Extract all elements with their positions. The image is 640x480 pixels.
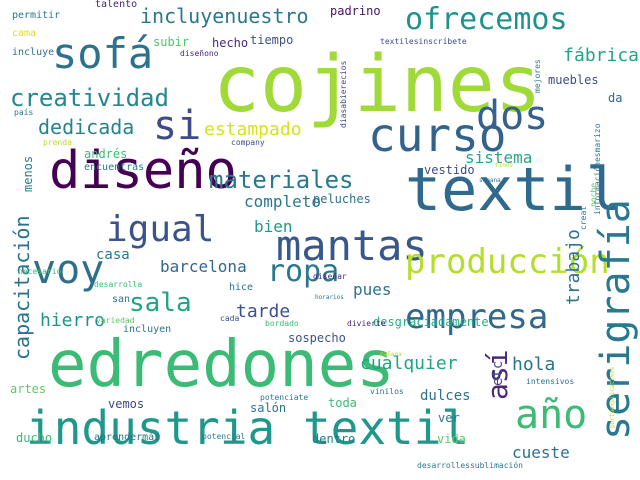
cloud-word: semana <box>479 177 501 184</box>
cloud-word: cojines <box>213 40 542 130</box>
cloud-word: cualquier <box>360 353 458 374</box>
cloud-word: diseñar <box>313 272 347 281</box>
cloud-word: portaexplicativos <box>609 366 616 428</box>
cloud-word: aprendermás <box>94 432 161 443</box>
cloud-word: estampado <box>204 119 302 140</box>
cloud-word: hecho <box>212 36 249 50</box>
cloud-word: potenciate <box>260 393 309 402</box>
cloud-word: incluye <box>12 47 55 58</box>
cloud-word: creatividad <box>10 84 169 112</box>
cloud-word: cama <box>12 28 37 39</box>
cloud-word: etc <box>490 360 506 386</box>
cloud-word: sala <box>129 288 192 318</box>
cloud-word: industria textil <box>26 401 470 455</box>
cloud-word: diseño <box>49 141 237 201</box>
cloud-word: textilesinscríbete <box>380 37 467 46</box>
cloud-word: ver <box>438 411 460 425</box>
cloud-word: igual <box>106 209 215 250</box>
cloud-word: company <box>231 138 265 147</box>
cloud-word: fábrica <box>563 45 639 66</box>
cloud-word: dedicada <box>38 115 135 139</box>
cloud-word: casa <box>96 247 130 263</box>
cloud-word: mejores <box>533 59 542 93</box>
cloud-word: subir <box>153 35 190 49</box>
cloud-word: si <box>153 103 202 149</box>
cloud-word: peluches <box>313 192 371 206</box>
cloud-word: menos <box>21 155 35 192</box>
cloud-word: edredones <box>48 328 395 402</box>
cloud-word: textil <box>405 155 622 225</box>
cloud-word: salón <box>250 401 287 415</box>
cloud-word: pues <box>353 280 392 299</box>
cloud-word: hice <box>229 282 254 293</box>
cloud-word: tarde <box>236 301 291 322</box>
cloud-word: diasabierecios <box>339 60 348 128</box>
cloud-word: sofá <box>52 29 154 78</box>
cloud-word: incluyenuestro <box>140 4 309 28</box>
cloud-word: materiales <box>209 166 354 194</box>
cloud-word: bien <box>254 217 293 236</box>
cloud-word: noche <box>589 182 598 207</box>
cloud-word: vemos <box>108 397 145 411</box>
cloud-word: tiempo <box>250 33 294 47</box>
cloud-word: artes <box>10 382 47 396</box>
cloud-word: intensivos <box>526 377 575 386</box>
cloud-word: cada <box>220 314 240 323</box>
cloud-word: hierro <box>40 310 106 331</box>
cloud-word: dos <box>476 93 549 139</box>
cloud-word: vinilos <box>370 387 404 396</box>
cloud-word: necesario <box>18 267 62 276</box>
cloud-word: bordado <box>265 319 299 328</box>
cloud-word: sistema <box>465 148 533 167</box>
cloud-word: completo <box>244 192 322 211</box>
cloud-word: trabajo <box>563 229 584 305</box>
cloud-word: mañana <box>380 351 402 358</box>
cloud-word: dentro <box>312 432 356 446</box>
cloud-word: hola <box>512 354 556 375</box>
cloud-word: talento <box>95 0 138 10</box>
cloud-word: sospecho <box>288 331 346 345</box>
cloud-word: año <box>515 392 588 438</box>
cloud-word: divierte <box>347 319 386 328</box>
cloud-word: incluyen <box>123 324 172 335</box>
cloud-word: desarrollessublimación <box>417 461 523 470</box>
cloud-word: mantas <box>276 221 428 270</box>
cloud-word: ofrecemos <box>405 2 568 37</box>
cloud-word: voy <box>32 247 105 293</box>
cloud-word: desarrolla <box>94 280 143 289</box>
cloud-word: barcelona <box>160 257 247 276</box>
cloud-word: producción <box>405 242 610 282</box>
cloud-word: diseñono <box>180 49 219 58</box>
cloud-word: curso <box>368 108 507 162</box>
cloud-word: fines <box>495 162 514 169</box>
cloud-word: muebles <box>548 73 599 87</box>
cloud-word: serigrafía <box>593 199 639 440</box>
cloud-word: dulces <box>420 388 471 404</box>
cloud-word: permitir <box>12 10 61 21</box>
cloud-word: empresa <box>405 297 549 337</box>
cloud-word: padrino <box>330 4 381 18</box>
cloud-word: andrés <box>84 147 128 161</box>
cloud-word: variedad <box>96 316 135 325</box>
cloud-word: ropa <box>267 254 340 289</box>
cloud-word: prenda <box>43 138 72 147</box>
cloud-word: desgraciadamente <box>373 315 489 329</box>
cloud-word: da <box>608 91 623 105</box>
cloud-word: encuentras <box>84 162 145 173</box>
cloud-word: vida <box>437 432 466 446</box>
cloud-word: país <box>14 108 34 117</box>
cloud-word: cueste <box>512 443 570 462</box>
cloud-word: san <box>112 294 131 305</box>
cloud-word: toda <box>328 396 357 410</box>
cloud-word: creat <box>579 205 588 230</box>
cloud-word: capacitación <box>10 215 34 361</box>
cloud-word: ducho <box>16 431 53 445</box>
cloud-word: vestido <box>424 163 475 177</box>
cloud-word: potencial <box>202 432 246 441</box>
cloud-word: horarios <box>315 294 344 301</box>
